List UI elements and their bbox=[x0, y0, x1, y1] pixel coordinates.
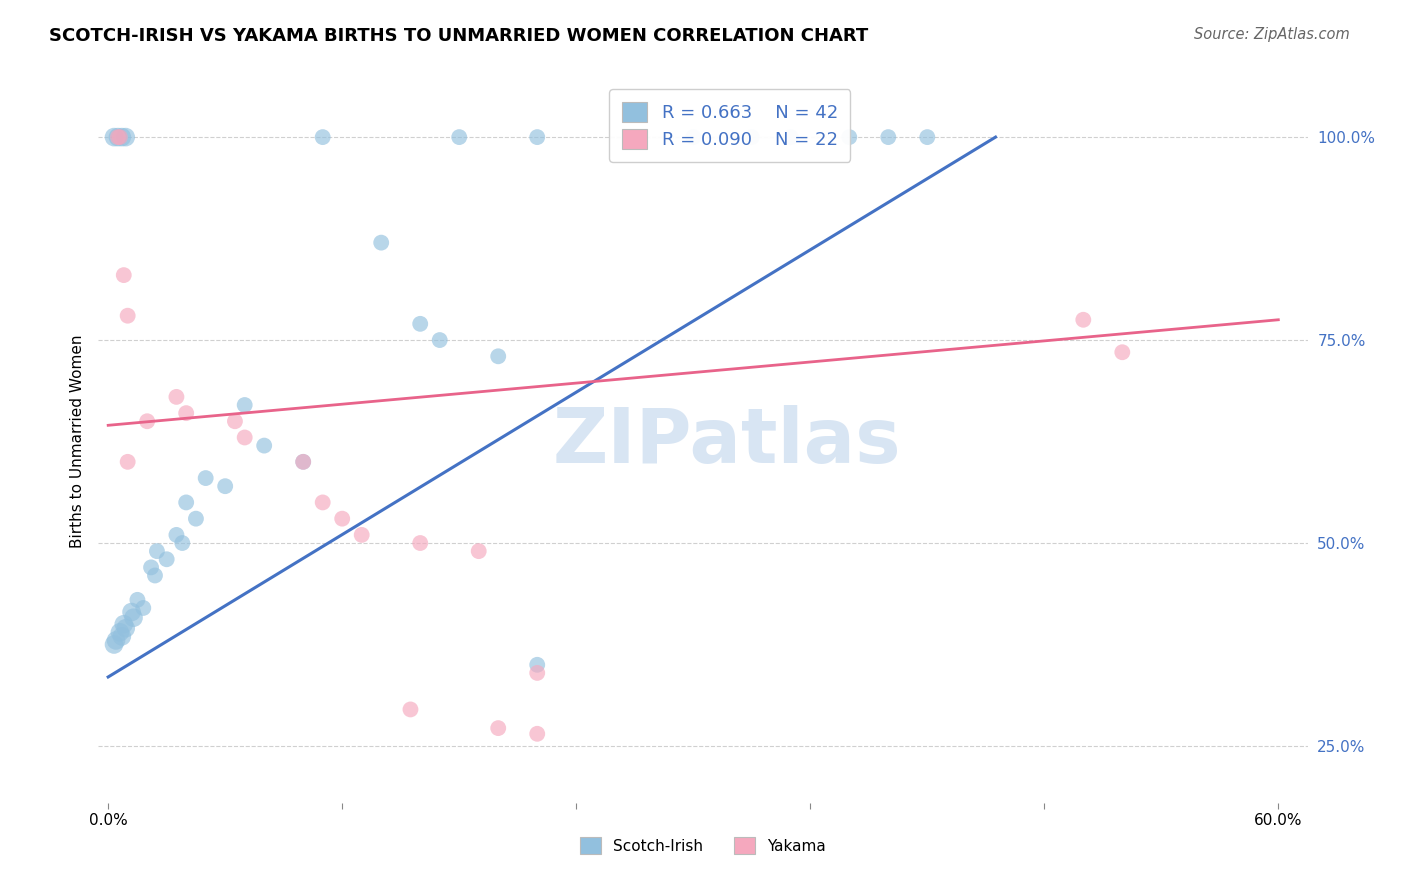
Point bbox=[174, 406, 197, 420]
Point bbox=[108, 625, 131, 640]
Point bbox=[409, 317, 432, 331]
Point bbox=[682, 130, 704, 145]
Point bbox=[1111, 345, 1133, 359]
Point bbox=[467, 544, 489, 558]
Point bbox=[741, 130, 763, 145]
Point bbox=[486, 721, 509, 735]
Point bbox=[312, 495, 335, 509]
Point bbox=[107, 130, 129, 145]
Point bbox=[350, 528, 373, 542]
Point bbox=[233, 398, 256, 412]
Point bbox=[112, 617, 135, 632]
Point bbox=[117, 455, 139, 469]
Point bbox=[122, 610, 145, 624]
Point bbox=[156, 552, 179, 566]
Point bbox=[399, 702, 422, 716]
Point bbox=[779, 130, 801, 145]
Point bbox=[194, 471, 217, 485]
Point bbox=[136, 414, 159, 428]
Point bbox=[526, 727, 548, 741]
Point bbox=[233, 430, 256, 444]
Point bbox=[370, 235, 392, 250]
Point bbox=[114, 621, 136, 635]
Text: Source: ZipAtlas.com: Source: ZipAtlas.com bbox=[1194, 27, 1350, 42]
Point bbox=[526, 657, 548, 672]
Point bbox=[409, 536, 432, 550]
Point bbox=[429, 333, 451, 347]
Point bbox=[292, 455, 315, 469]
Point bbox=[224, 414, 246, 428]
Point bbox=[165, 528, 187, 542]
Point bbox=[449, 130, 471, 145]
Point bbox=[486, 349, 509, 363]
Point bbox=[917, 130, 939, 145]
Point bbox=[526, 665, 548, 680]
Point bbox=[132, 601, 155, 615]
Point bbox=[111, 629, 134, 643]
Point bbox=[174, 495, 197, 509]
Point bbox=[214, 479, 236, 493]
Point bbox=[877, 130, 900, 145]
Point bbox=[117, 309, 139, 323]
Point bbox=[104, 633, 127, 648]
Legend: Scotch-Irish, Yakama: Scotch-Irish, Yakama bbox=[574, 831, 832, 860]
Y-axis label: Births to Unmarried Women: Births to Unmarried Women bbox=[69, 334, 84, 549]
Point bbox=[253, 439, 276, 453]
Point bbox=[1071, 312, 1094, 326]
Text: SCOTCH-IRISH VS YAKAMA BIRTHS TO UNMARRIED WOMEN CORRELATION CHART: SCOTCH-IRISH VS YAKAMA BIRTHS TO UNMARRI… bbox=[49, 27, 869, 45]
Point bbox=[107, 130, 129, 145]
Point bbox=[139, 560, 162, 574]
Point bbox=[526, 130, 548, 145]
Point bbox=[184, 511, 207, 525]
Point bbox=[103, 130, 125, 145]
Point bbox=[330, 511, 353, 525]
Point bbox=[165, 390, 187, 404]
Point bbox=[103, 638, 125, 652]
Point bbox=[111, 130, 134, 145]
Point bbox=[146, 544, 169, 558]
Point bbox=[121, 605, 143, 619]
Text: ZIPatlas: ZIPatlas bbox=[553, 405, 901, 478]
Point bbox=[143, 568, 166, 582]
Point bbox=[127, 592, 149, 607]
Point bbox=[838, 130, 860, 145]
Point bbox=[112, 268, 135, 282]
Point bbox=[172, 536, 194, 550]
Point bbox=[108, 130, 131, 145]
Point bbox=[312, 130, 335, 145]
Point bbox=[292, 455, 315, 469]
Point bbox=[114, 130, 136, 145]
Point bbox=[623, 130, 645, 145]
